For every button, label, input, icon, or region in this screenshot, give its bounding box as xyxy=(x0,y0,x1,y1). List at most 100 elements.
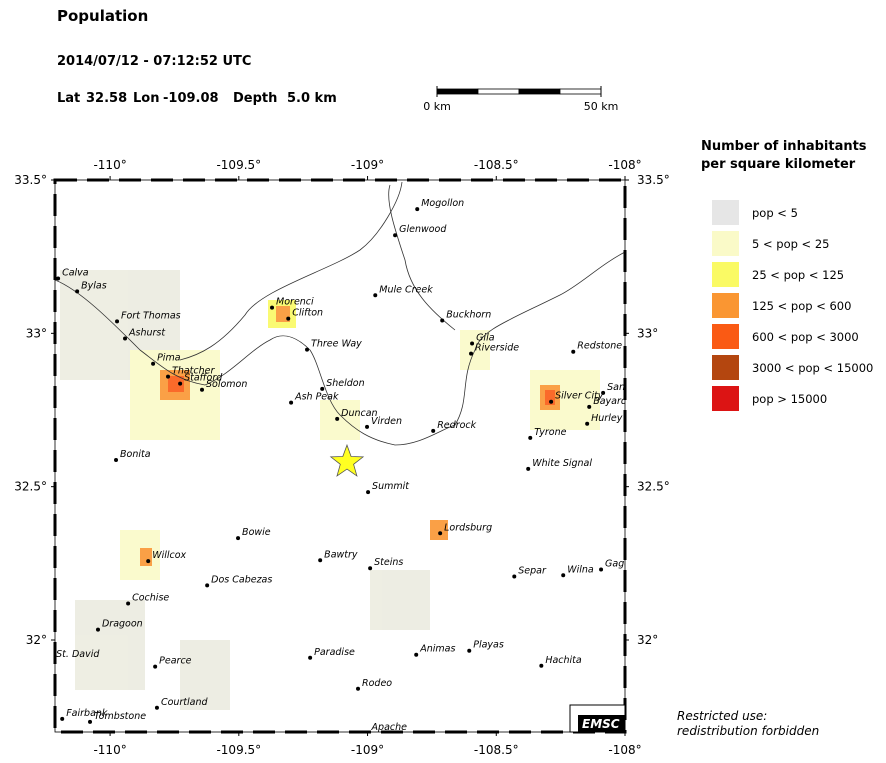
city-label: Animas xyxy=(419,644,455,655)
lat-tick-label: 32° xyxy=(637,633,658,647)
lon-tick-label: -109° xyxy=(351,158,384,172)
legend-title: Number of inhabitants xyxy=(701,139,867,154)
logo-box: EMSC xyxy=(569,704,626,733)
city-dot xyxy=(75,289,80,294)
river xyxy=(55,251,625,446)
city-label: Ash Peak xyxy=(294,392,339,403)
city-dot xyxy=(205,583,210,588)
city-dot xyxy=(470,341,475,346)
city-label: Dragoon xyxy=(102,619,143,630)
scale-label: 50 km xyxy=(584,100,619,113)
city-label: Pearce xyxy=(159,656,192,667)
legend-swatch xyxy=(712,324,739,349)
city-dot xyxy=(373,293,378,298)
city-label: Stafford xyxy=(184,373,223,384)
city-dot xyxy=(393,233,398,238)
legend-swatch xyxy=(712,386,739,411)
city-label: Tyrone xyxy=(534,427,566,438)
city-dot xyxy=(585,421,590,426)
scale-segment xyxy=(518,88,561,95)
lon-label: Lon xyxy=(133,91,159,106)
boundary xyxy=(179,181,403,361)
city-label: Hurley xyxy=(591,413,623,424)
legend-label: 5 < pop < 25 xyxy=(752,237,829,251)
depth-value: 5.0 km xyxy=(287,91,337,106)
city-dot xyxy=(56,276,61,281)
city-dot xyxy=(599,567,604,572)
lon-tick-label: -109.5° xyxy=(216,743,261,757)
city-label: Gage xyxy=(605,558,630,569)
city-dot xyxy=(335,416,340,421)
city-dot xyxy=(289,400,294,405)
cities: Mogollon Glenwood Mule Creek Calva Bylas Fort… xyxy=(56,198,662,732)
city-dot xyxy=(366,490,371,495)
lat-value: 32.58 xyxy=(86,91,127,106)
datetime: 2014/07/12 - 07:12:52 UTC xyxy=(57,54,251,69)
legend-swatch xyxy=(712,355,739,380)
city-label: Summit xyxy=(372,481,410,492)
city-label: Three Way xyxy=(311,339,362,350)
city-label: Morenci xyxy=(276,297,314,308)
legend-swatch xyxy=(712,262,739,287)
city-dot xyxy=(571,349,576,354)
lon-tick-label: -108.5° xyxy=(474,743,519,757)
city-label: Courtland xyxy=(161,697,209,708)
city-dot xyxy=(561,573,566,578)
city-label: Gila xyxy=(476,332,495,343)
city-dot xyxy=(438,531,443,536)
city-dot xyxy=(467,648,472,653)
city-label: Bylas xyxy=(81,280,107,291)
city-dot xyxy=(539,663,544,668)
legend-swatch xyxy=(712,293,739,318)
city-dot xyxy=(528,435,533,440)
city-label: Willcox xyxy=(152,550,186,561)
city-label: Glenwood xyxy=(399,224,447,235)
city-dot xyxy=(154,705,159,710)
city-dot xyxy=(601,390,606,395)
city-label: Redrock xyxy=(437,420,476,431)
city-label: Santa Clara xyxy=(607,382,662,393)
lon-tick-label: -108.5° xyxy=(474,158,519,172)
city-dot xyxy=(415,207,420,212)
city-dot xyxy=(60,716,65,721)
city-label: Steins xyxy=(374,557,403,568)
epicenter-star xyxy=(329,443,365,477)
lat-tick-label: 32.5° xyxy=(637,480,670,494)
lon-value: -109.08 xyxy=(163,91,219,106)
map-border xyxy=(54,179,626,733)
city-dot xyxy=(431,428,436,433)
city-label: Rodeo xyxy=(362,678,392,689)
scale-segment xyxy=(477,88,520,95)
city-dot xyxy=(286,316,291,321)
city-label: Mogollon xyxy=(421,198,464,209)
city-dot xyxy=(236,536,241,541)
city-dot xyxy=(88,719,93,724)
legend-title: per square kilometer xyxy=(701,157,856,172)
city-label: Mule Creek xyxy=(379,284,433,295)
lon-tick-label: -109° xyxy=(351,743,384,757)
city-dot xyxy=(365,424,370,429)
title: Population xyxy=(57,7,148,25)
lon-tick-label: -108° xyxy=(608,743,641,757)
city-label: Hachita xyxy=(545,655,582,666)
legend-label: pop < 5 xyxy=(752,206,798,220)
city-dot xyxy=(115,319,120,324)
city-dot xyxy=(526,466,531,471)
city-dot xyxy=(414,652,419,657)
city-dot xyxy=(270,305,275,310)
lat-tick-label: 33° xyxy=(637,326,658,340)
city-dot xyxy=(318,558,323,563)
city-label: Calva xyxy=(62,267,89,278)
legend-label: 600 < pop < 3000 xyxy=(752,330,859,344)
city-label: Fairbank xyxy=(66,708,108,719)
scale-bar: 0 km 50 km xyxy=(423,86,618,113)
city-label: Wilna xyxy=(567,564,594,575)
axis-ticks: -110° -110° -109.5° -109.5° -109° -109° -108.5… xyxy=(14,158,669,757)
city-label: Redstone xyxy=(577,341,622,352)
city-dot xyxy=(146,559,151,564)
city-label: White Signal xyxy=(532,458,592,469)
city-label: Paradise xyxy=(314,647,355,658)
city-label: Fort Thomas xyxy=(121,310,181,321)
river xyxy=(388,184,456,331)
